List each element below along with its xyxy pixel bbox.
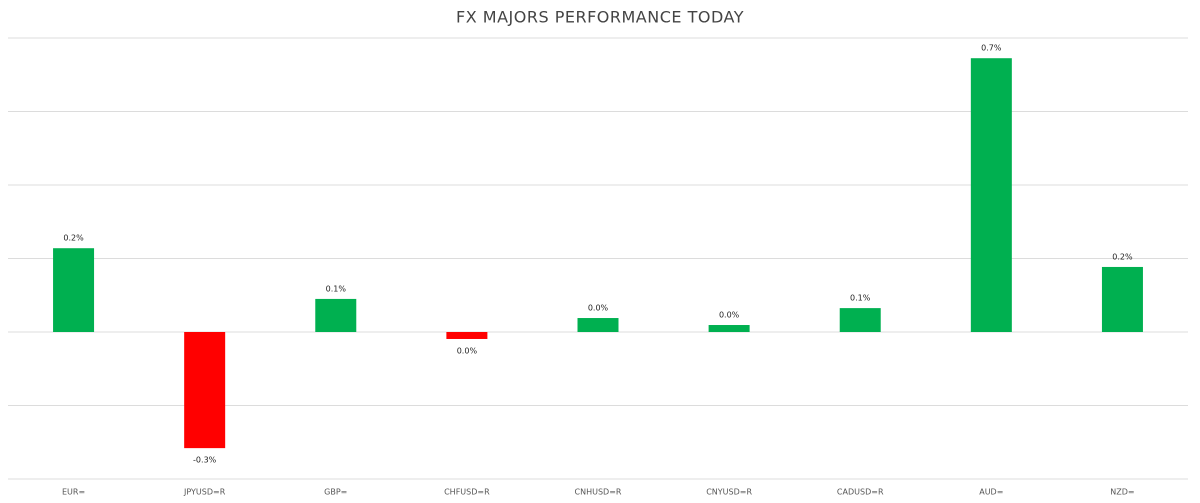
value-label: 0.2% bbox=[63, 234, 84, 243]
x-tick-label: NZD= bbox=[1110, 488, 1134, 497]
value-label: 0.0% bbox=[457, 346, 478, 355]
value-label: 0.1% bbox=[326, 284, 347, 293]
value-label: 0.1% bbox=[850, 294, 871, 303]
value-label: 0.2% bbox=[1112, 252, 1133, 261]
x-tick-label: CNYUSD=R bbox=[706, 488, 752, 497]
bar bbox=[53, 248, 95, 332]
x-tick-label: CADUSD=R bbox=[837, 488, 884, 497]
bar bbox=[839, 308, 881, 332]
x-tick-label: CNHUSD=R bbox=[575, 488, 622, 497]
x-tick-label: GBP= bbox=[324, 488, 347, 497]
bar bbox=[315, 298, 357, 332]
x-tick-label: AUD= bbox=[979, 488, 1003, 497]
bar bbox=[446, 332, 488, 339]
value-label: 0.0% bbox=[588, 304, 609, 313]
x-tick-label: CHFUSD=R bbox=[444, 488, 490, 497]
x-tick-label: JPYUSD=R bbox=[183, 488, 226, 497]
bar bbox=[1101, 266, 1143, 332]
bar bbox=[970, 58, 1012, 333]
x-tick-label: EUR= bbox=[62, 488, 85, 497]
value-label: -0.3% bbox=[193, 456, 217, 465]
value-label: 0.7% bbox=[981, 44, 1002, 53]
bar bbox=[184, 332, 226, 449]
value-label: 0.0% bbox=[719, 311, 740, 320]
chart-title: FX MAJORS PERFORMANCE TODAY bbox=[456, 8, 744, 27]
bar bbox=[708, 325, 750, 332]
bar bbox=[577, 318, 619, 332]
